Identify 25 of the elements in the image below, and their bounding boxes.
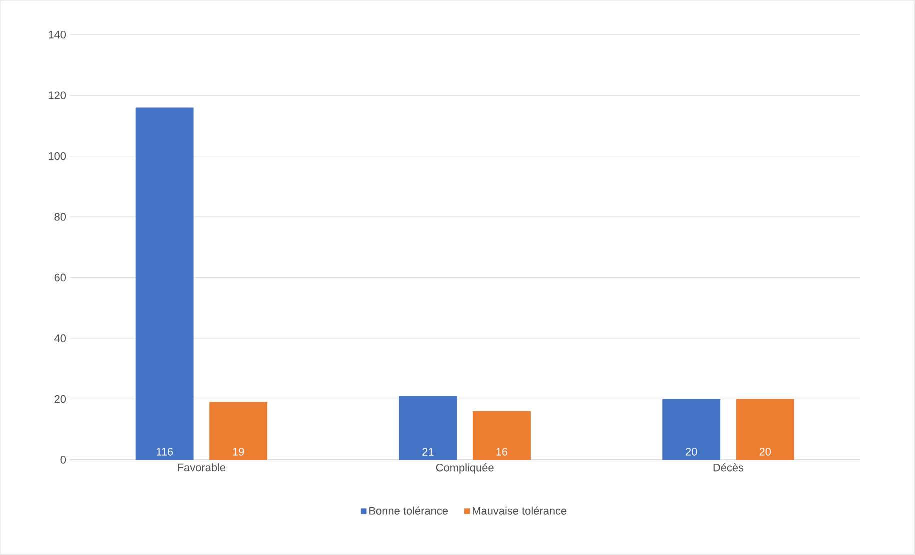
x-tick-label: Compliquée (436, 464, 494, 474)
legend-label: Mauvaise tolérance (473, 506, 567, 515)
bar (210, 402, 268, 460)
data-label: 19 (233, 448, 244, 456)
y-tick-label: 40 (54, 334, 66, 342)
data-label: 20 (686, 448, 698, 456)
bar (399, 396, 458, 460)
y-tick-label: 60 (54, 274, 66, 282)
y-tick-label: 80 (54, 213, 66, 221)
data-label: 16 (496, 448, 508, 456)
data-label: 20 (760, 448, 772, 456)
legend-label: Bonne tolérance (370, 506, 448, 515)
y-tick-label: 120 (49, 92, 66, 100)
bar (472, 411, 531, 460)
bar (736, 399, 794, 460)
y-tick-label: 0 (60, 456, 66, 464)
y-tick-label: 100 (49, 152, 66, 160)
x-tick-label: Favorable (178, 464, 226, 472)
y-tick-label: 140 (49, 30, 66, 39)
y-tick-label: 20 (54, 395, 66, 404)
x-tick-label: Décès (714, 464, 744, 472)
bar (136, 108, 194, 460)
bar (662, 399, 721, 460)
data-label: 21 (422, 448, 434, 456)
data-label: 116 (156, 448, 174, 456)
